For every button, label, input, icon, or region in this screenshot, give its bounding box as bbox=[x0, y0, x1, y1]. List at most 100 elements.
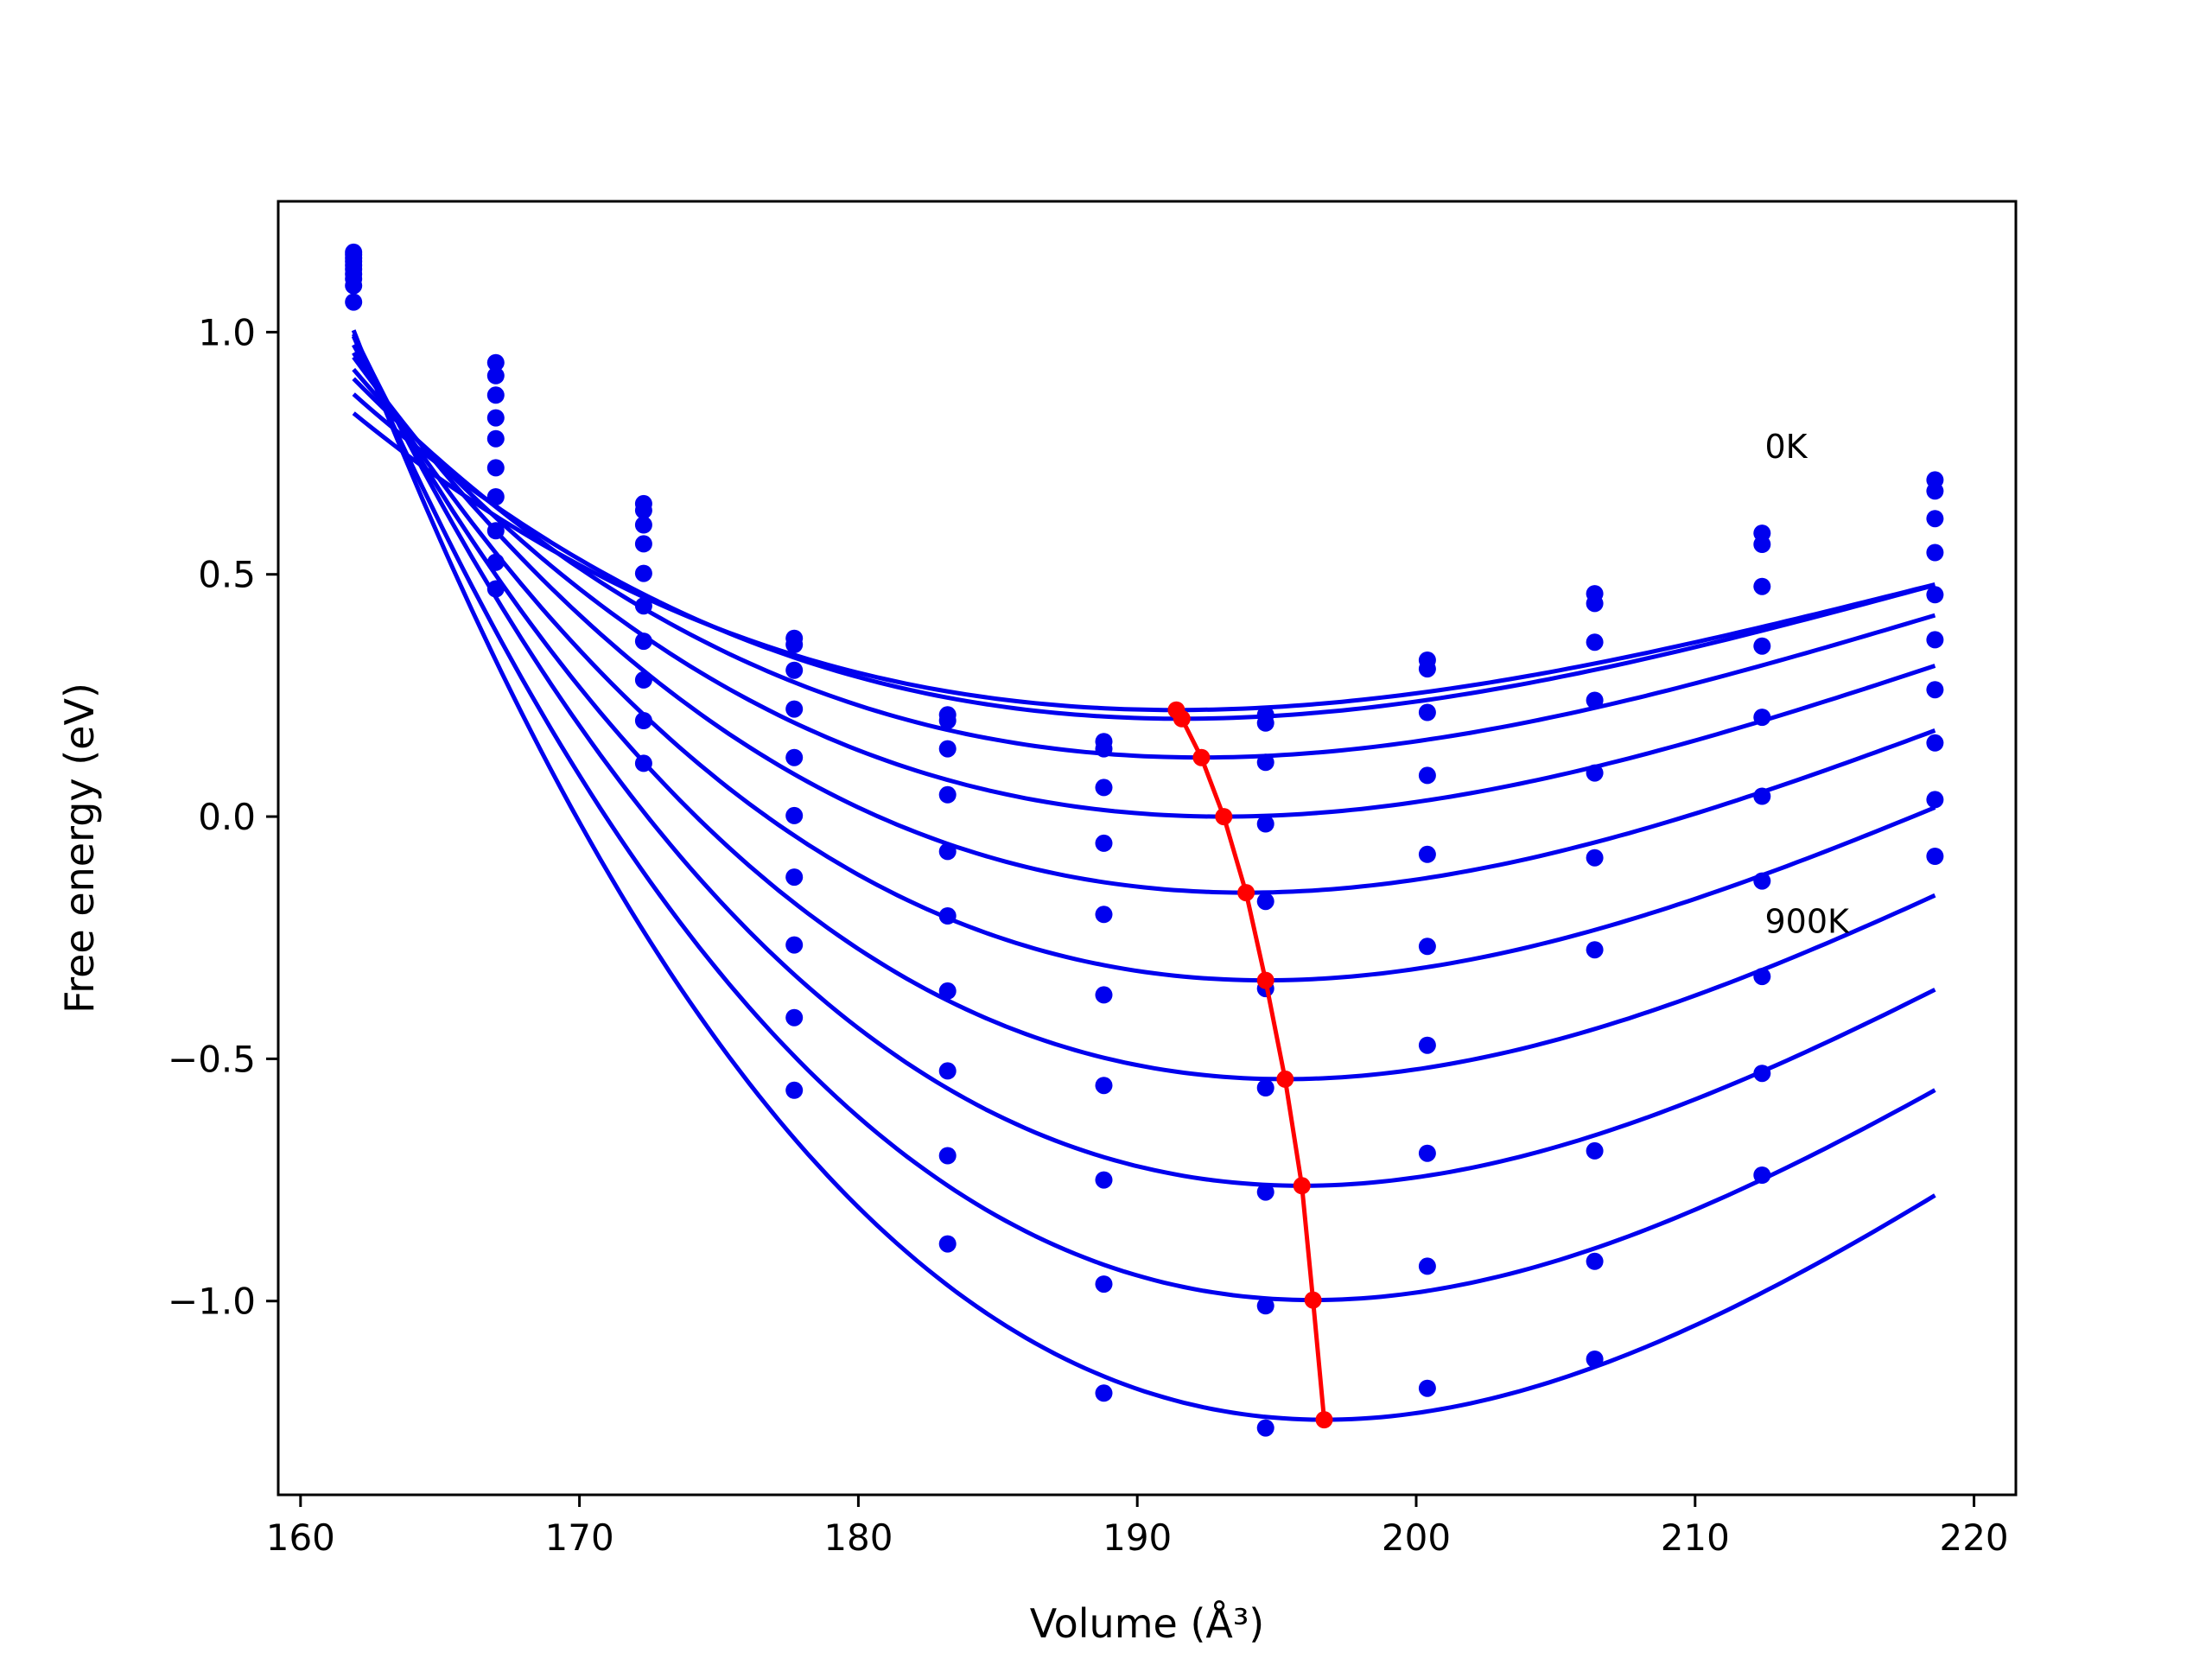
fit-curve-6 bbox=[352, 343, 1936, 1082]
fit-curve-7 bbox=[351, 333, 1936, 1188]
data-point-3-2 bbox=[634, 535, 652, 553]
fit-curve-3 bbox=[352, 367, 1936, 819]
data-point-1-7 bbox=[1418, 660, 1436, 678]
data-point-9-6 bbox=[1256, 1419, 1274, 1437]
data-point-8-6 bbox=[1256, 1297, 1274, 1315]
fit-curve-2 bbox=[352, 377, 1936, 760]
data-point-4-3 bbox=[785, 748, 804, 766]
minimum-point-2 bbox=[1192, 748, 1211, 766]
data-point-7-9 bbox=[1753, 968, 1771, 986]
data-point-4-2 bbox=[634, 564, 652, 582]
data-point-6-1 bbox=[486, 488, 505, 505]
data-point-1-5 bbox=[1095, 740, 1113, 758]
x-tick-label-1: 170 bbox=[545, 1516, 614, 1559]
minimum-path bbox=[1167, 701, 1333, 1429]
y-tick-label-2: 0.0 bbox=[198, 796, 256, 838]
data-point-5-2 bbox=[634, 597, 652, 615]
x-tick-label-2: 180 bbox=[823, 1516, 893, 1559]
fit-curves bbox=[351, 329, 1936, 1422]
data-point-5-10 bbox=[1926, 631, 1944, 649]
minimum-point-5 bbox=[1256, 971, 1274, 989]
data-point-4-9 bbox=[1753, 709, 1771, 727]
fit-curve-8 bbox=[351, 335, 1936, 1303]
fit-curve-4 bbox=[352, 355, 1936, 895]
fit-curve-5 bbox=[352, 351, 1936, 983]
data-point-6-5 bbox=[1095, 1077, 1113, 1095]
minimum-point-3 bbox=[1215, 808, 1233, 826]
y-tick-label-4: 1.0 bbox=[198, 311, 256, 353]
data-point-8-5 bbox=[1095, 1275, 1113, 1294]
data-point-5-3 bbox=[785, 806, 804, 824]
data-point-1-6 bbox=[1256, 714, 1274, 732]
minimum-point-7 bbox=[1293, 1177, 1311, 1195]
data-point-6-6 bbox=[1256, 1079, 1274, 1096]
fit-curve-1 bbox=[352, 392, 1936, 721]
y-tick-label-0: −1.0 bbox=[168, 1281, 256, 1323]
data-point-3-3 bbox=[785, 700, 804, 718]
data-point-7-4 bbox=[938, 1062, 957, 1080]
data-point-9-1 bbox=[486, 580, 505, 598]
data-point-8-8 bbox=[1586, 1252, 1604, 1270]
data-point-9-2 bbox=[634, 754, 652, 772]
data-point-8-2 bbox=[634, 712, 652, 729]
data-point-7-3 bbox=[785, 936, 804, 954]
data-point-1-9 bbox=[1753, 536, 1771, 553]
data-point-3-5 bbox=[1095, 834, 1113, 852]
data-point-4-4 bbox=[938, 842, 957, 861]
data-point-7-2 bbox=[634, 671, 652, 689]
minimum-point-9 bbox=[1315, 1411, 1333, 1429]
minimum-point-6 bbox=[1276, 1070, 1294, 1088]
x-tick-label-5: 210 bbox=[1661, 1516, 1730, 1559]
y-axis: −1.0 −0.5 0.0 0.5 1.0 bbox=[168, 311, 278, 1323]
data-point-1-8 bbox=[1586, 594, 1604, 613]
data-point-2-2 bbox=[634, 516, 652, 534]
data-point-8-7 bbox=[1418, 1257, 1436, 1275]
data-point-9-9 bbox=[1753, 1166, 1771, 1184]
data-point-1-4 bbox=[938, 712, 957, 729]
minimum-point-1 bbox=[1173, 709, 1191, 728]
data-point-4-10 bbox=[1926, 586, 1944, 604]
data-point-6-4 bbox=[938, 982, 957, 1000]
data-point-9-3 bbox=[785, 1081, 804, 1099]
data-point-5-4 bbox=[938, 907, 957, 925]
minimum-path-line bbox=[1174, 709, 1326, 1421]
data-point-8-9 bbox=[1753, 1065, 1771, 1083]
data-point-9-5 bbox=[1095, 1384, 1113, 1402]
data-point-2-10 bbox=[1926, 510, 1944, 528]
fit-curve-0 bbox=[352, 411, 1936, 713]
data-point-7-10 bbox=[1926, 734, 1944, 752]
data-point-2-8 bbox=[1586, 633, 1604, 652]
data-point-6-7 bbox=[1418, 1036, 1436, 1054]
annotation-0: 0K bbox=[1765, 428, 1808, 466]
x-tick-label-3: 190 bbox=[1103, 1516, 1172, 1559]
data-point-6-9 bbox=[1753, 872, 1771, 890]
data-point-2-9 bbox=[1753, 577, 1771, 595]
minimum-point-4 bbox=[1237, 884, 1255, 902]
x-axis-label: Volume (Å³) bbox=[1030, 1600, 1265, 1647]
data-point-2-5 bbox=[1095, 779, 1113, 797]
data-point-2-7 bbox=[1418, 703, 1436, 721]
y-tick-label-1: −0.5 bbox=[168, 1038, 256, 1080]
data-point-1-10 bbox=[1926, 482, 1944, 500]
annotations: 0K 900K bbox=[1765, 428, 1851, 940]
x-tick-label-4: 200 bbox=[1382, 1516, 1451, 1559]
data-point-6-10 bbox=[1926, 681, 1944, 699]
data-point-3-10 bbox=[1926, 543, 1944, 562]
data-point-5-9 bbox=[1753, 787, 1771, 805]
data-point-8-10 bbox=[1926, 791, 1944, 809]
data-point-9-4 bbox=[938, 1235, 957, 1253]
data-point-2-1 bbox=[486, 386, 505, 404]
data-point-6-3 bbox=[785, 868, 804, 887]
fit-curve-9 bbox=[351, 329, 1936, 1422]
data-point-2-3 bbox=[785, 661, 804, 679]
data-point-5-1 bbox=[486, 459, 505, 477]
data-point-4-5 bbox=[1095, 906, 1113, 924]
data-points bbox=[345, 243, 1944, 1437]
data-point-5-7 bbox=[1418, 938, 1436, 956]
plot-frame bbox=[276, 200, 2018, 1497]
data-point-5-8 bbox=[1586, 849, 1604, 867]
data-point-3-9 bbox=[1753, 637, 1771, 655]
data-point-9-7 bbox=[1418, 1379, 1436, 1397]
data-point-9-10 bbox=[1926, 848, 1944, 865]
